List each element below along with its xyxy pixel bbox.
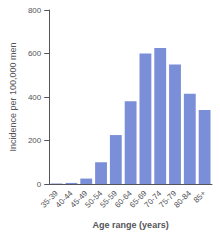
svg-text:35-39: 35-39: [39, 188, 60, 210]
svg-text:Incidence per 100,000 men: Incidence per 100,000 men: [8, 42, 18, 151]
svg-text:60-64: 60-64: [113, 188, 134, 210]
svg-text:50-54: 50-54: [83, 188, 105, 210]
svg-text:200: 200: [28, 136, 42, 145]
svg-text:85+: 85+: [192, 189, 208, 205]
svg-text:70-74: 70-74: [142, 188, 164, 210]
svg-text:400: 400: [28, 93, 42, 102]
svg-text:45-49: 45-49: [68, 188, 90, 210]
svg-text:Age range (years): Age range (years): [93, 220, 169, 230]
svg-text:600: 600: [28, 49, 42, 58]
svg-text:75-79: 75-79: [157, 188, 179, 210]
svg-text:40-44: 40-44: [53, 188, 75, 210]
svg-text:65-69: 65-69: [127, 188, 149, 210]
svg-text:80-84: 80-84: [172, 188, 193, 209]
svg-text:0: 0: [37, 180, 42, 189]
svg-text:800: 800: [28, 6, 42, 15]
svg-text:55-59: 55-59: [98, 188, 119, 210]
